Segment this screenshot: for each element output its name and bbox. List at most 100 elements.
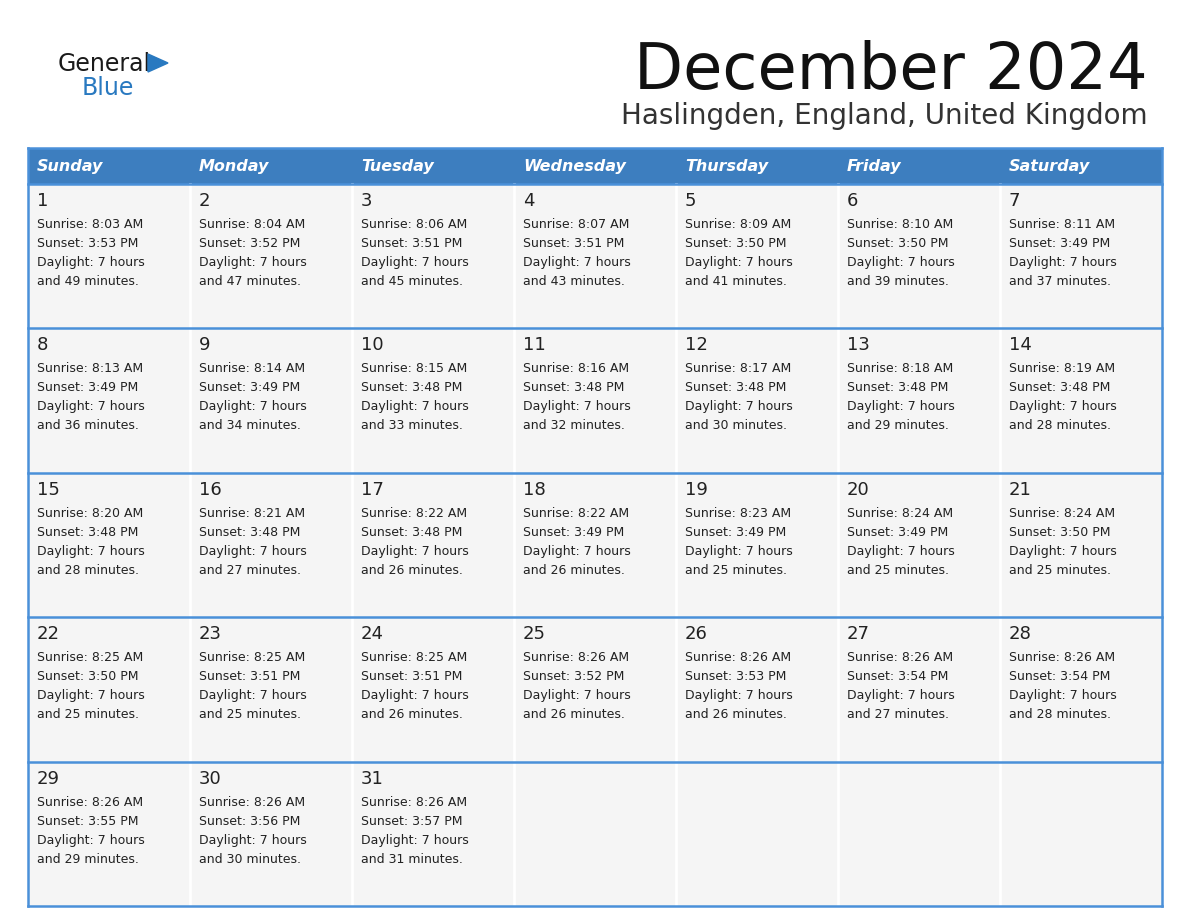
Text: Sunrise: 8:18 AM: Sunrise: 8:18 AM bbox=[847, 363, 953, 375]
Text: 13: 13 bbox=[847, 336, 870, 354]
Text: Sunrise: 8:03 AM: Sunrise: 8:03 AM bbox=[37, 218, 144, 231]
Text: and 41 minutes.: and 41 minutes. bbox=[685, 275, 786, 288]
Text: Sunrise: 8:10 AM: Sunrise: 8:10 AM bbox=[847, 218, 953, 231]
Text: Daylight: 7 hours: Daylight: 7 hours bbox=[523, 544, 631, 558]
Text: 7: 7 bbox=[1009, 192, 1020, 210]
Text: Daylight: 7 hours: Daylight: 7 hours bbox=[847, 400, 955, 413]
Bar bbox=[514, 617, 676, 762]
Text: and 32 minutes.: and 32 minutes. bbox=[523, 420, 625, 432]
Bar bbox=[352, 473, 514, 617]
Text: 26: 26 bbox=[685, 625, 708, 644]
Bar bbox=[676, 148, 838, 184]
Text: Daylight: 7 hours: Daylight: 7 hours bbox=[200, 400, 307, 413]
Text: 30: 30 bbox=[200, 769, 222, 788]
Text: Sunset: 3:49 PM: Sunset: 3:49 PM bbox=[1009, 237, 1111, 250]
Text: Sunset: 3:49 PM: Sunset: 3:49 PM bbox=[200, 381, 301, 395]
Text: Daylight: 7 hours: Daylight: 7 hours bbox=[1009, 544, 1117, 558]
Bar bbox=[514, 473, 676, 617]
Text: and 26 minutes.: and 26 minutes. bbox=[361, 708, 463, 722]
Text: Sunrise: 8:20 AM: Sunrise: 8:20 AM bbox=[37, 507, 144, 520]
Text: Sunrise: 8:25 AM: Sunrise: 8:25 AM bbox=[361, 651, 467, 665]
Text: Daylight: 7 hours: Daylight: 7 hours bbox=[200, 256, 307, 269]
Bar bbox=[514, 184, 676, 329]
Text: and 26 minutes.: and 26 minutes. bbox=[523, 564, 625, 577]
Text: Sunrise: 8:26 AM: Sunrise: 8:26 AM bbox=[200, 796, 305, 809]
Text: Sunrise: 8:09 AM: Sunrise: 8:09 AM bbox=[685, 218, 791, 231]
Text: Sunrise: 8:26 AM: Sunrise: 8:26 AM bbox=[685, 651, 791, 665]
Text: Daylight: 7 hours: Daylight: 7 hours bbox=[361, 544, 469, 558]
Text: 16: 16 bbox=[200, 481, 222, 498]
Text: Daylight: 7 hours: Daylight: 7 hours bbox=[1009, 400, 1117, 413]
Text: Sunrise: 8:19 AM: Sunrise: 8:19 AM bbox=[1009, 363, 1116, 375]
Bar bbox=[514, 148, 676, 184]
Bar bbox=[514, 329, 676, 473]
Text: Sunset: 3:48 PM: Sunset: 3:48 PM bbox=[685, 381, 786, 395]
Text: Daylight: 7 hours: Daylight: 7 hours bbox=[1009, 256, 1117, 269]
Text: Sunrise: 8:23 AM: Sunrise: 8:23 AM bbox=[685, 507, 791, 520]
Text: General: General bbox=[58, 52, 151, 76]
Text: and 36 minutes.: and 36 minutes. bbox=[37, 420, 139, 432]
Text: Sunrise: 8:13 AM: Sunrise: 8:13 AM bbox=[37, 363, 143, 375]
Bar bbox=[838, 184, 1000, 329]
Text: Sunrise: 8:25 AM: Sunrise: 8:25 AM bbox=[200, 651, 305, 665]
Text: 14: 14 bbox=[1009, 336, 1032, 354]
Text: Daylight: 7 hours: Daylight: 7 hours bbox=[523, 689, 631, 702]
Text: Sunrise: 8:04 AM: Sunrise: 8:04 AM bbox=[200, 218, 305, 231]
Bar bbox=[1000, 329, 1162, 473]
Text: and 28 minutes.: and 28 minutes. bbox=[1009, 708, 1111, 722]
Text: 24: 24 bbox=[361, 625, 384, 644]
Bar bbox=[676, 329, 838, 473]
Text: Daylight: 7 hours: Daylight: 7 hours bbox=[37, 834, 145, 846]
Text: Sunset: 3:52 PM: Sunset: 3:52 PM bbox=[200, 237, 301, 250]
Text: and 27 minutes.: and 27 minutes. bbox=[847, 708, 949, 722]
Text: Sunset: 3:51 PM: Sunset: 3:51 PM bbox=[523, 237, 625, 250]
Text: and 28 minutes.: and 28 minutes. bbox=[37, 564, 139, 577]
Text: and 43 minutes.: and 43 minutes. bbox=[523, 275, 625, 288]
Text: and 31 minutes.: and 31 minutes. bbox=[361, 853, 463, 866]
Text: Sunset: 3:48 PM: Sunset: 3:48 PM bbox=[1009, 381, 1111, 395]
Bar bbox=[1000, 473, 1162, 617]
Text: and 30 minutes.: and 30 minutes. bbox=[200, 853, 301, 866]
Text: Sunset: 3:48 PM: Sunset: 3:48 PM bbox=[847, 381, 948, 395]
Text: Daylight: 7 hours: Daylight: 7 hours bbox=[361, 400, 469, 413]
Bar bbox=[838, 617, 1000, 762]
Text: and 37 minutes.: and 37 minutes. bbox=[1009, 275, 1111, 288]
Text: 19: 19 bbox=[685, 481, 708, 498]
Text: Sunrise: 8:22 AM: Sunrise: 8:22 AM bbox=[361, 507, 467, 520]
Text: and 47 minutes.: and 47 minutes. bbox=[200, 275, 301, 288]
Text: Sunrise: 8:22 AM: Sunrise: 8:22 AM bbox=[523, 507, 630, 520]
Bar bbox=[29, 184, 190, 329]
Text: Sunset: 3:51 PM: Sunset: 3:51 PM bbox=[361, 237, 462, 250]
Text: and 26 minutes.: and 26 minutes. bbox=[523, 708, 625, 722]
Text: Haslingden, England, United Kingdom: Haslingden, England, United Kingdom bbox=[621, 102, 1148, 130]
Text: Sunset: 3:57 PM: Sunset: 3:57 PM bbox=[361, 814, 462, 828]
Bar bbox=[1000, 762, 1162, 906]
Text: Sunrise: 8:26 AM: Sunrise: 8:26 AM bbox=[523, 651, 630, 665]
Bar bbox=[676, 762, 838, 906]
Bar bbox=[1000, 148, 1162, 184]
Text: 29: 29 bbox=[37, 769, 61, 788]
Bar bbox=[676, 617, 838, 762]
Text: Daylight: 7 hours: Daylight: 7 hours bbox=[685, 400, 792, 413]
Bar bbox=[29, 762, 190, 906]
Bar bbox=[838, 762, 1000, 906]
Text: Daylight: 7 hours: Daylight: 7 hours bbox=[685, 544, 792, 558]
Text: Sunset: 3:50 PM: Sunset: 3:50 PM bbox=[685, 237, 786, 250]
Text: Daylight: 7 hours: Daylight: 7 hours bbox=[361, 834, 469, 846]
Text: 1: 1 bbox=[37, 192, 49, 210]
Text: 2: 2 bbox=[200, 192, 210, 210]
Text: Daylight: 7 hours: Daylight: 7 hours bbox=[685, 689, 792, 702]
Text: Daylight: 7 hours: Daylight: 7 hours bbox=[361, 689, 469, 702]
Text: Sunday: Sunday bbox=[37, 159, 103, 174]
Bar bbox=[29, 617, 190, 762]
Bar bbox=[676, 473, 838, 617]
Bar bbox=[1000, 617, 1162, 762]
Text: Daylight: 7 hours: Daylight: 7 hours bbox=[361, 256, 469, 269]
Text: Sunset: 3:48 PM: Sunset: 3:48 PM bbox=[523, 381, 625, 395]
Bar bbox=[838, 329, 1000, 473]
Text: 25: 25 bbox=[523, 625, 546, 644]
Text: Sunset: 3:49 PM: Sunset: 3:49 PM bbox=[685, 526, 786, 539]
Text: 11: 11 bbox=[523, 336, 545, 354]
Text: Daylight: 7 hours: Daylight: 7 hours bbox=[200, 544, 307, 558]
Text: Daylight: 7 hours: Daylight: 7 hours bbox=[37, 689, 145, 702]
